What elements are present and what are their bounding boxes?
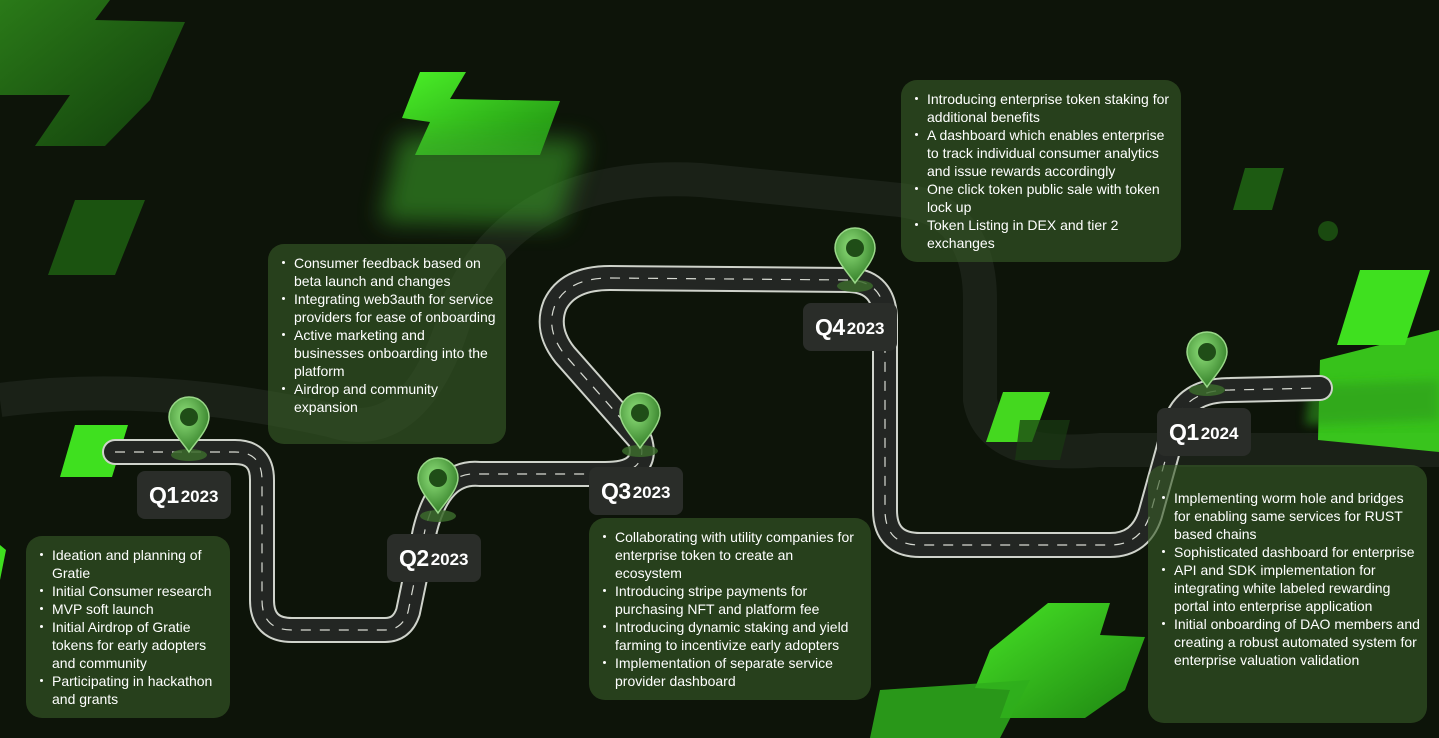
milestone-item: Ideation and planning of Gratie (40, 546, 222, 582)
milestone-card-q1-2023: Ideation and planning of Gratie Initial … (26, 536, 230, 718)
milestone-item: Token Listing in DEX and tier 2 exchange… (915, 216, 1175, 252)
milestone-card-q4-2023: Introducing enterprise token staking for… (901, 80, 1181, 262)
milestone-item: Collaborating with utility companies for… (603, 528, 863, 582)
roadmap-pins (168, 227, 1228, 522)
milestone-item: API and SDK implementation for integrati… (1162, 561, 1421, 615)
milestone-item: MVP soft launch (40, 600, 222, 618)
map-pin-icon (168, 396, 210, 461)
year-text: 2023 (180, 487, 219, 506)
year-text: 2024 (1200, 424, 1239, 443)
milestone-card-q2-2023: Consumer feedback based on beta launch a… (268, 244, 506, 444)
year-text: 2023 (846, 319, 885, 338)
milestone-item: Implementing worm hole and bridges for e… (1162, 489, 1421, 543)
milestone-label-q1-2024: Q1 2024 (1157, 408, 1251, 456)
milestone-item: Implementation of separate service provi… (603, 654, 863, 690)
milestone-item: One click token public sale with token l… (915, 180, 1175, 216)
milestone-item: Participating in hackathon and grants (40, 672, 222, 708)
quarter-text: Q3 (601, 477, 631, 504)
map-pin-icon (619, 392, 661, 457)
quarter-text: Q4 (815, 313, 845, 340)
milestone-label-q1-2023: Q1 2023 (137, 471, 231, 519)
milestone-item: Introducing stripe payments for purchasi… (603, 582, 863, 618)
milestone-item: Sophisticated dashboard for enterprise (1162, 543, 1421, 561)
milestone-item: Introducing dynamic staking and yield fa… (603, 618, 863, 654)
year-text: 2023 (632, 483, 671, 502)
milestone-item: Initial Consumer research (40, 582, 222, 600)
milestone-label-q4-2023: Q4 2023 (803, 303, 897, 351)
quarter-text: Q1 (149, 481, 179, 508)
milestone-item: Initial Airdrop of Gratie tokens for ear… (40, 618, 222, 672)
map-pin-icon (1186, 331, 1228, 396)
milestone-card-q3-2023: Collaborating with utility companies for… (589, 518, 871, 700)
milestone-item: Active marketing and businesses onboardi… (282, 326, 496, 380)
milestone-label-q3-2023: Q3 2023 (589, 467, 683, 515)
milestone-item: Integrating web3auth for service provide… (282, 291, 496, 325)
quarter-text: Q2 (399, 544, 429, 571)
milestone-item: A dashboard which enables enterprise to … (915, 126, 1175, 180)
milestone-card-q1-2024: Implementing worm hole and bridges for e… (1148, 465, 1427, 723)
milestone-item: Introducing enterprise token staking for… (915, 90, 1175, 126)
map-pin-icon (417, 457, 459, 522)
roadmap-road (102, 265, 1333, 643)
map-pin-icon (834, 227, 876, 292)
milestone-label-q2-2023: Q2 2023 (387, 534, 481, 582)
background-road (0, 162, 1439, 469)
milestone-item: Consumer feedback based on beta launch a… (282, 254, 496, 290)
milestone-item: Airdrop and community expansion (282, 380, 496, 416)
quarter-text: Q1 (1169, 418, 1199, 445)
year-text: 2023 (430, 550, 469, 569)
milestone-item: Initial onboarding of DAO members and cr… (1162, 616, 1420, 668)
